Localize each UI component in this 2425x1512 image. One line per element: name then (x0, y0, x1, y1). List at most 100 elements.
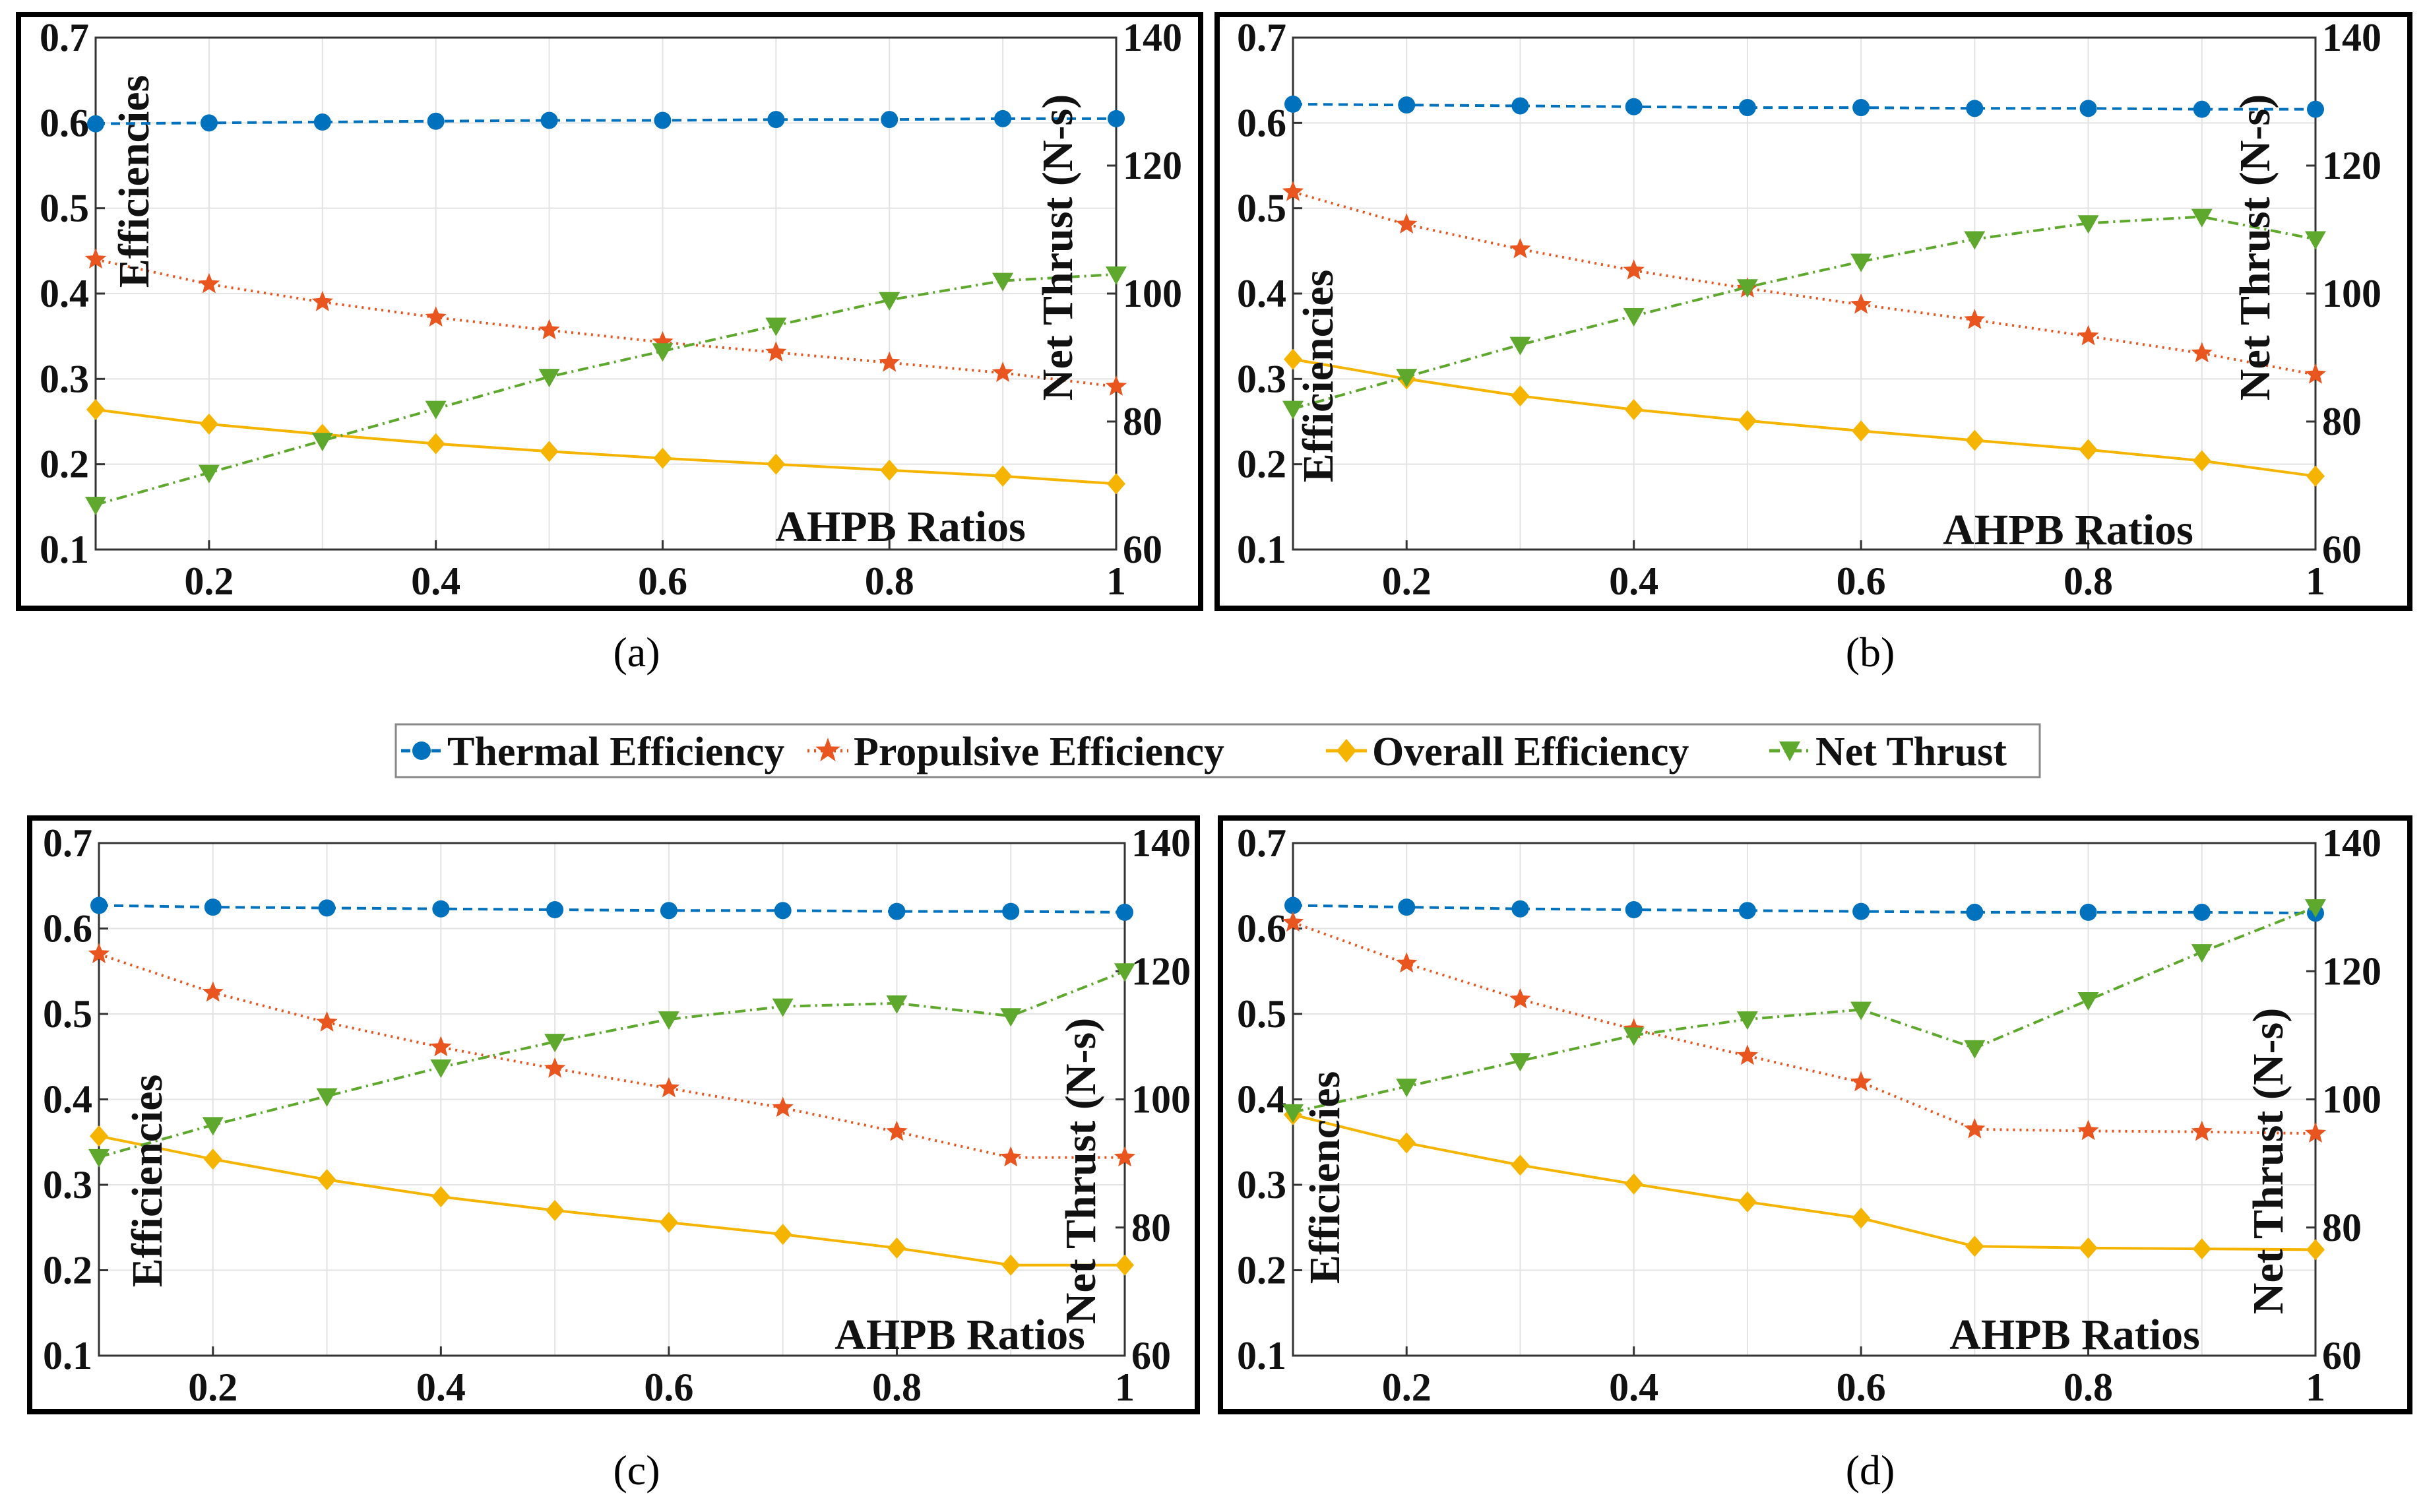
legend-label-thrust: Net Thrust (1815, 730, 2007, 774)
data-point-propulsive (1964, 1118, 1986, 1139)
data-point-net-thrust (652, 343, 674, 362)
data-point-thermal (1852, 902, 1870, 920)
data-point-overall (431, 1186, 451, 1208)
data-point-net-thrust (886, 995, 908, 1014)
x-tick-label: 0.8 (872, 1366, 922, 1409)
y2-tick-label: 120 (1123, 144, 1182, 187)
series-line-thermal (95, 117, 1116, 125)
data-point-propulsive (2191, 342, 2213, 363)
data-point-propulsive (2304, 1122, 2327, 1143)
data-point-propulsive (1114, 1146, 1136, 1167)
series-net-thrust (1282, 899, 2326, 1123)
data-point-net-thrust (198, 464, 220, 484)
y2-tick-label: 60 (1123, 528, 1162, 571)
data-point-overall (1965, 1236, 1984, 1257)
y2-tick-label: 100 (1123, 272, 1182, 315)
data-point-propulsive (2304, 363, 2327, 384)
x-tick-label: 0.2 (1382, 1366, 1432, 1409)
data-point-thermal (313, 113, 331, 131)
data-point-overall (546, 1199, 565, 1221)
data-point-propulsive (2077, 325, 2099, 346)
y2-tick-label: 140 (1131, 821, 1191, 865)
data-point-thermal (432, 900, 450, 918)
data-point-propulsive (1736, 1044, 1759, 1065)
y2-axis-label: Net Thrust (N-s) (1057, 1018, 1105, 1324)
data-point-propulsive (1850, 293, 1872, 314)
x-tick-label: 0.8 (865, 559, 914, 603)
data-point-overall (2306, 1239, 2325, 1261)
x-tick-label: 1 (2306, 559, 2325, 603)
data-point-overall (2192, 450, 2211, 472)
data-point-net-thrust (1509, 336, 1531, 356)
series-overall (86, 398, 1125, 495)
data-point-thermal (200, 114, 218, 132)
x-tick-label: 0.4 (411, 559, 460, 603)
x-axis-label: AHPB Ratios (775, 503, 1026, 551)
series-net-thrust (85, 266, 1127, 516)
data-point-net-thrust (1850, 1001, 1872, 1021)
data-point-propulsive (88, 943, 110, 964)
data-point-net-thrust (1282, 1104, 1304, 1123)
data-point-propulsive (879, 351, 900, 372)
x-tick-label: 0.6 (1837, 1366, 1886, 1409)
y-tick-label: 0.6 (1237, 907, 1286, 951)
chart-panel-b: 0.1 0.2 0.3 0.4 0.5 0.6 0.7 60 80 100 120 140 0.2 0.4… (1237, 16, 2381, 603)
series-line-overall (98, 1135, 1125, 1267)
data-point-propulsive (311, 290, 333, 311)
x-tick-label: 1 (2306, 1366, 2325, 1409)
y2-axis-label: Net Thrust (N-s) (1034, 94, 1082, 400)
data-point-thermal (90, 897, 108, 914)
data-point-propulsive (2191, 1120, 2213, 1141)
x-tick-label: 0.2 (188, 1366, 237, 1409)
panel-frame-d (1218, 815, 2412, 1414)
data-point-net-thrust (2191, 944, 2213, 963)
chart-panel-c: 0.1 0.2 0.3 0.4 0.5 0.6 0.7 60 80 100 120 140 0.2 0.4… (43, 821, 1191, 1409)
y-tick-label: 0.2 (1237, 1249, 1286, 1292)
data-point-thermal (1398, 96, 1416, 114)
data-point-propulsive (992, 362, 1014, 382)
y2-tick-label: 80 (1131, 1206, 1171, 1249)
x-tick-label: 1 (1115, 1366, 1135, 1409)
y-axis-label: Efficiencies (1301, 1071, 1349, 1284)
y-tick-label: 0.1 (1237, 528, 1286, 571)
data-point-propulsive (1396, 952, 1418, 973)
data-point-net-thrust (2077, 215, 2099, 234)
panel-label-d: (d) (1846, 1447, 1895, 1494)
y-axis-label: Efficiencies (123, 1075, 172, 1288)
data-point-net-thrust (316, 1088, 338, 1107)
data-point-propulsive (765, 341, 787, 362)
data-point-overall (653, 447, 672, 469)
data-point-overall (1738, 410, 1757, 431)
data-point-thermal (2079, 100, 2097, 117)
data-point-thermal (2193, 903, 2211, 921)
data-point-thermal (1625, 901, 1643, 919)
y2-tick-label: 120 (1131, 949, 1191, 993)
data-point-thermal (888, 902, 906, 920)
legend-marker-overall (1337, 739, 1356, 763)
data-point-net-thrust (1396, 369, 1418, 388)
data-point-thermal (1511, 900, 1529, 918)
series-propulsive (1282, 911, 2327, 1143)
data-point-propulsive (1000, 1146, 1022, 1167)
x-tick-label: 0.6 (1837, 559, 1886, 603)
data-point-thermal (1738, 99, 1756, 117)
x-axis-label: AHPB Ratios (1943, 506, 2193, 554)
legend-label-propulsive: Propulsive Efficiency (854, 730, 1224, 774)
data-point-thermal (1108, 110, 1125, 127)
series-thermal (90, 897, 1133, 921)
data-point-net-thrust (772, 998, 794, 1017)
y-tick-label: 0.6 (43, 907, 92, 951)
data-point-thermal (546, 901, 564, 919)
data-point-overall (426, 433, 445, 455)
legend-marker-thrust (1779, 741, 1800, 761)
y-tick-label: 0.1 (40, 528, 89, 571)
data-point-thermal (2193, 100, 2211, 118)
data-point-propulsive (84, 248, 107, 268)
data-point-net-thrust (85, 497, 106, 516)
series-overall (90, 1125, 1134, 1276)
y-tick-label: 0.7 (40, 16, 89, 59)
data-point-thermal (1511, 97, 1529, 115)
data-point-overall (887, 1237, 906, 1259)
data-point-propulsive (1850, 1071, 1872, 1092)
data-point-overall (90, 1125, 108, 1147)
